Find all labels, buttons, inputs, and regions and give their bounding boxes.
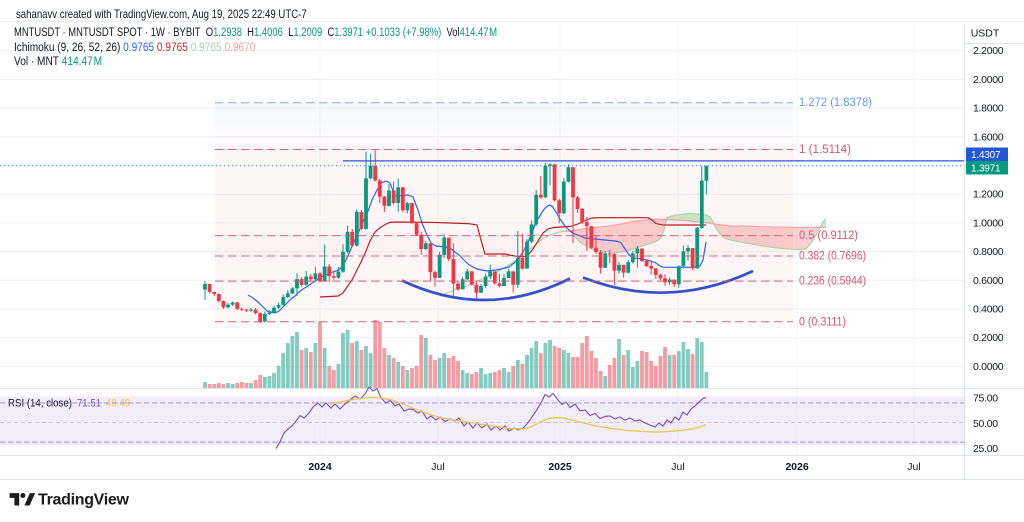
svg-text:0.236 (0.5944): 0.236 (0.5944) (799, 276, 866, 288)
svg-text:1.4307: 1.4307 (971, 150, 1001, 161)
svg-text:0.382 (0.7696): 0.382 (0.7696) (799, 251, 866, 263)
svg-text:Jul: Jul (431, 461, 444, 473)
svg-text:1.272 (1.8378): 1.272 (1.8378) (799, 97, 872, 109)
svg-text:1.8000: 1.8000 (973, 103, 1004, 115)
svg-text:0 (0.3111): 0 (0.3111) (799, 316, 846, 328)
svg-text:RSI (14, close) 71.51 49.49: RSI (14, close) 71.51 49.49 (8, 398, 130, 410)
svg-text:0.0000: 0.0000 (973, 361, 1004, 373)
svg-text:0.5 (0.9112): 0.5 (0.9112) (799, 230, 858, 242)
svg-text:USDT: USDT (971, 28, 1000, 40)
svg-text:25.00: 25.00 (973, 443, 998, 455)
svg-text:1 (1.5114): 1 (1.5114) (799, 144, 851, 156)
svg-text:TradingView: TradingView (38, 492, 130, 509)
svg-text:1.6000: 1.6000 (973, 131, 1004, 143)
svg-text:50.00: 50.00 (973, 418, 998, 430)
svg-text:75.00: 75.00 (973, 393, 998, 405)
svg-text:2026: 2026 (785, 461, 809, 473)
svg-text:0.4000: 0.4000 (973, 304, 1004, 316)
svg-text:Jul: Jul (671, 461, 684, 473)
svg-text:2.0000: 2.0000 (973, 74, 1004, 86)
svg-text:1.3971: 1.3971 (971, 164, 1001, 175)
svg-text:0.6000: 0.6000 (973, 275, 1004, 287)
svg-text:1.0000: 1.0000 (973, 217, 1004, 229)
svg-text:0.8000: 0.8000 (973, 246, 1004, 258)
svg-text:2025: 2025 (548, 461, 572, 473)
svg-text:1.2000: 1.2000 (973, 189, 1004, 201)
svg-text:2024: 2024 (308, 461, 332, 473)
svg-text:0.2000: 0.2000 (973, 332, 1004, 344)
svg-text:2.2000: 2.2000 (973, 45, 1004, 57)
svg-text:Jul: Jul (907, 461, 920, 473)
